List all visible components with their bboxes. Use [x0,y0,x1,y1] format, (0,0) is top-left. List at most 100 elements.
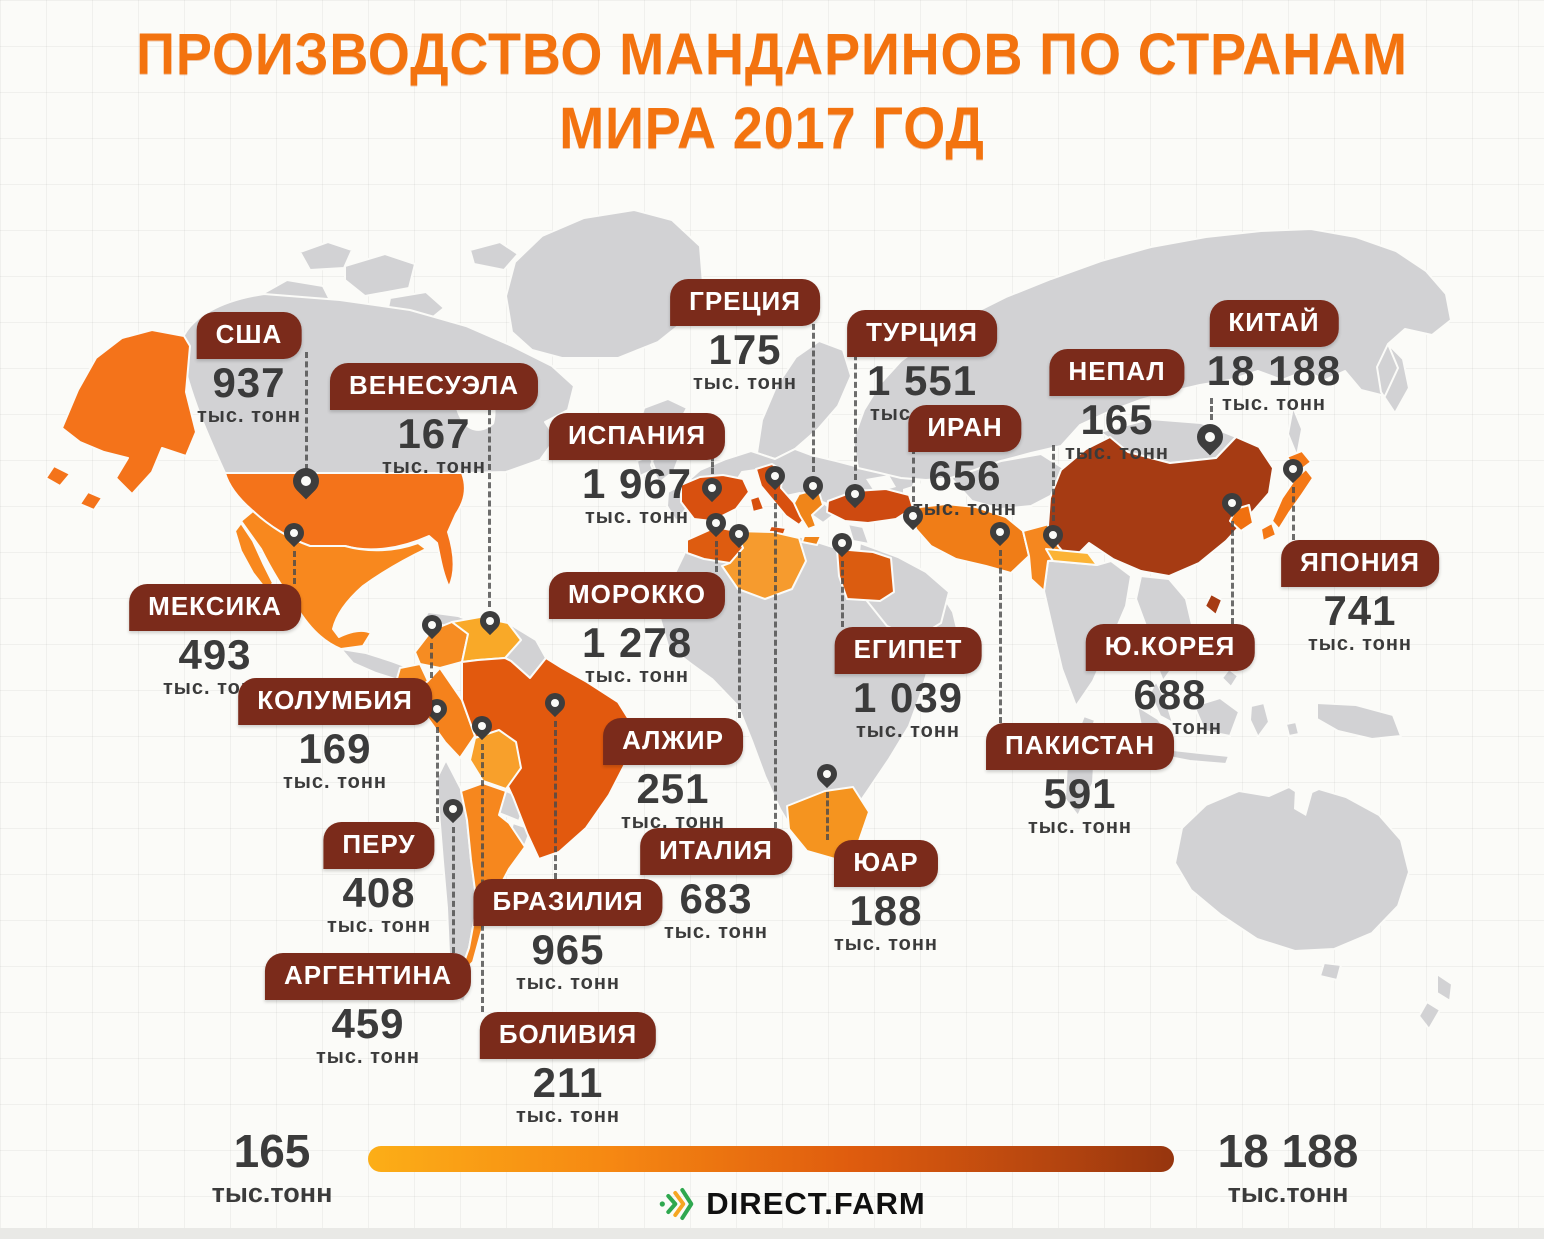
country-name-badge: КИТАЙ [1209,300,1339,347]
country-value: 18 188 [1206,347,1342,394]
connector-egypt [841,561,844,627]
country-label-venezuela: ВЕНЕСУЭЛА 167 тыс. тонн [329,363,539,478]
country-name-badge: Ю.КОРЕЯ [1085,624,1255,671]
country-value: 167 [397,410,471,457]
country-label-peru: ПЕРУ 408 тыс. тонн [323,822,435,936]
country-label-china: КИТАЙ 18 188 тыс. тонн [1207,300,1341,414]
direct-farm-logo: DIRECT.FARM [658,1186,925,1222]
country-label-south-africa: ЮАР 188 тыс. тонн [834,840,938,954]
country-label-algeria: АЛЖИР 251 тыс. тонн [603,718,743,832]
country-value: 165 [1080,396,1154,443]
legend-max: 18 188 тыс.тонн [1218,1128,1359,1209]
country-value: 965 [531,926,605,973]
connector-japan [1292,487,1295,540]
country-unit: тыс. тонн [692,372,798,394]
connector-morocco [715,541,718,572]
greenland-shape [505,209,704,359]
country-unit: тыс. тонн [620,811,726,833]
legend-min: 165 тыс.тонн [212,1128,333,1209]
country-name-badge: ЯПОНИЯ [1281,540,1439,587]
connector-spain [711,455,714,474]
country-label-argentina: АРГЕНТИНА 459 тыс. тонн [264,953,472,1068]
country-unit: тыс. тонн [515,1105,621,1127]
country-label-egypt: ЕГИПЕТ 1 039 тыс. тонн [834,627,982,742]
legend-max-unit: тыс.тонн [1227,1178,1349,1208]
country-name-badge: МЕКСИКА [129,584,301,631]
country-label-pakistan: ПАКИСТАН 591 тыс. тонн [986,723,1174,837]
country-value: 591 [1043,770,1117,817]
country-value: 251 [636,765,710,812]
logo-text: DIRECT.FARM [706,1186,926,1221]
page-title: ПРОИЗВОДСТВО МАНДАРИНОВ ПО СТРАНАМ МИРА … [0,18,1544,166]
country-value: 459 [331,1000,405,1047]
country-label-usa: США 937 тыс. тонн [196,312,302,426]
country-name-badge: ИСПАНИЯ [548,413,726,460]
country-value: 937 [212,359,286,406]
connector-south-korea [1231,521,1234,624]
country-name-badge: ИРАН [908,405,1022,452]
country-name-badge: США [196,312,302,359]
country-name-badge: БРАЗИЛИЯ [473,879,663,926]
connector-china [1210,398,1213,420]
country-label-colombia: КОЛУМБИЯ 169 тыс. тонн [238,678,432,792]
connector-pakistan [999,550,1002,723]
country-unit: тыс. тонн [584,665,690,687]
country-label-nepal: НЕПАЛ 165 тыс. тонн [1049,349,1185,463]
country-value: 175 [708,326,782,373]
gulf-of-carpentaria-shape [1294,789,1313,816]
country-shape-greece [793,488,824,546]
country-name-badge: ЕГИПЕТ [834,627,982,674]
country-value: 408 [342,869,416,916]
country-value: 493 [178,631,252,678]
connector-algeria [738,552,741,718]
country-value: 211 [532,1059,604,1106]
country-name-badge: АРГЕНТИНА [264,953,472,1000]
connector-greece [812,315,815,472]
country-label-spain: ИСПАНИЯ 1 967 тыс. тонн [548,413,726,527]
country-unit: тыс. тонн [855,720,961,742]
country-name-badge: ЮАР [834,840,938,887]
black-sea-shape [866,475,896,493]
country-unit: тыс. тонн [515,972,621,994]
legend-min-value: 165 [233,1125,311,1177]
country-name-badge: ГРЕЦИЯ [670,279,820,326]
legend-max-value: 18 188 [1217,1125,1359,1177]
country-label-south-korea: Ю.КОРЕЯ 688 тыс. тонн [1085,624,1255,738]
country-value: 688 [1133,671,1207,718]
country-name-badge: АЛЖИР [603,718,743,765]
country-unit: тыс. тонн [663,921,769,943]
country-unit: тыс. тонн [1307,633,1413,655]
connector-peru [436,727,439,822]
country-unit: тыс. тонн [381,456,487,478]
legend-min-unit: тыс.тонн [211,1178,333,1208]
country-label-iran: ИРАН 656 тыс. тонн [908,405,1022,519]
connector-iran [912,448,915,502]
country-label-brazil: БРАЗИЛИЯ 965 тыс. тонн [473,879,663,994]
connector-colombia [430,643,433,678]
title-line-1: ПРОИЗВОДСТВО МАНДАРИНОВ ПО СТРАНАМ [136,22,1408,87]
country-unit: тыс. тонн [833,933,939,955]
connector-bolivia [481,744,484,1012]
country-name-badge: БОЛИВИЯ [479,1012,657,1059]
country-label-italy: ИТАЛИЯ 683 тыс. тонн [640,828,792,942]
triple-chevron-icon [659,1188,694,1220]
country-unit: тыс. тонн [315,1046,421,1068]
country-shape-egypt [836,548,895,602]
connector-nepal [1052,445,1055,521]
new-zealand-shape [1418,973,1453,1030]
country-name-badge: ТУРЦИЯ [847,310,997,357]
country-unit: тыс. тонн [1221,393,1327,415]
country-label-mexico: МЕКСИКА 493 тыс. тонн [129,584,301,698]
australia-shape [1174,786,1410,981]
country-value: 1 551 [866,357,978,404]
country-value: 656 [928,452,1002,499]
connector-turkey [854,345,857,480]
country-shape-nepal [1045,548,1098,566]
bottom-strip [0,1228,1544,1239]
connector-italy [774,494,777,828]
country-shape-alaska-usa [45,329,197,511]
country-value: 1 039 [852,674,964,721]
legend-gradient-bar [368,1146,1174,1172]
connector-mexico [293,551,296,584]
